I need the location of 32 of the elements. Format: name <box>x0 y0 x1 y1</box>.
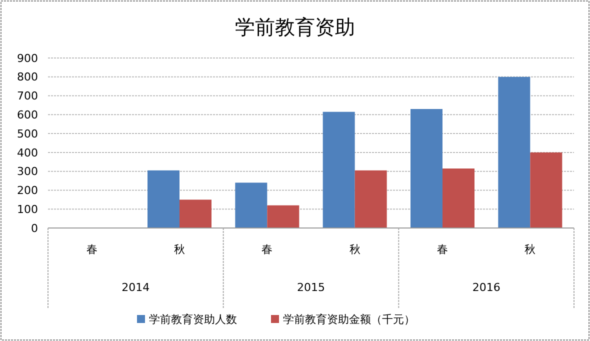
legend-label: 学前教育资助人数 <box>149 312 237 326</box>
text: 2016 <box>472 281 500 294</box>
bar <box>410 109 442 228</box>
chart-title: 学前教育资助 <box>235 15 355 39</box>
x-tick-label: 春 <box>86 243 98 256</box>
y-tick-label: 500 <box>17 127 38 140</box>
bar <box>148 170 180 228</box>
legend-label: 学前教育资助金额（千元） <box>283 312 415 326</box>
x-tick-label: 秋 <box>174 243 185 256</box>
bar <box>235 182 268 228</box>
x-tick-label: 秋 <box>524 243 536 256</box>
y-tick-label: 300 <box>17 165 38 178</box>
text: 2015 <box>297 281 325 294</box>
bar <box>354 170 387 228</box>
bar <box>180 200 212 228</box>
y-tick-label: 800 <box>17 70 38 84</box>
x-tick-label: 春 <box>262 243 273 256</box>
bar <box>498 76 530 228</box>
y-tick-label: 700 <box>17 90 38 103</box>
x-tick-label: 秋 <box>349 243 360 256</box>
y-tick-label: 600 <box>17 108 38 122</box>
x-tick-label: 春 <box>437 243 448 256</box>
y-tick-label: 100 <box>17 202 38 216</box>
y-tick-label: 400 <box>17 146 38 160</box>
y-tick-label: 900 <box>17 52 38 65</box>
bar <box>322 112 355 228</box>
y-tick-label: 200 <box>17 184 38 198</box>
bar <box>267 205 300 228</box>
text: 2014 <box>122 281 150 294</box>
bar <box>530 152 562 228</box>
y-tick-label: 0 <box>31 222 38 235</box>
bar <box>442 168 474 228</box>
